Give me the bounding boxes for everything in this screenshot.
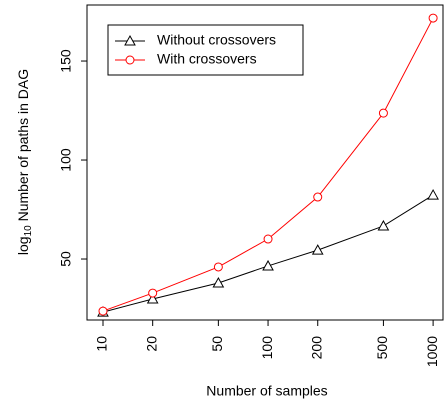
marker [378, 108, 388, 118]
marker [377, 219, 390, 231]
legend-box [107, 24, 304, 76]
x-tick-label: 1000 [424, 336, 440, 367]
marker [98, 306, 108, 316]
marker [213, 262, 223, 272]
x-tick-label: 20 [143, 336, 159, 352]
y-tick-label: 50 [58, 251, 74, 267]
x-tick-label: 500 [374, 336, 390, 360]
legend-label: With crossovers [157, 51, 257, 67]
marker [146, 292, 159, 304]
y-tick-label: 100 [58, 148, 74, 172]
marker [148, 288, 158, 298]
x-tick-label: 10 [94, 336, 110, 352]
marker [311, 244, 324, 255]
y-axis-label: log10 Number of paths in DAG [15, 69, 34, 255]
marker [427, 189, 439, 200]
marker [428, 13, 438, 23]
legend-marker [124, 34, 136, 46]
marker [212, 276, 225, 288]
legend-marker [125, 55, 135, 65]
marker [262, 259, 274, 271]
x-tick-label: 200 [308, 336, 324, 360]
y-label-part: Number of paths in DAG [15, 69, 31, 225]
plot-frame [86, 4, 444, 321]
x-axis-label: Number of samples [206, 383, 327, 399]
marker [313, 192, 323, 202]
x-tick-label: 100 [259, 336, 275, 360]
legend-label: Without crossovers [157, 32, 276, 48]
x-tick-label: 50 [209, 336, 225, 352]
y-label-part: log [15, 236, 31, 255]
marker [263, 234, 273, 244]
y-label-subscript: 10 [23, 225, 34, 237]
y-tick-label: 150 [58, 49, 74, 73]
